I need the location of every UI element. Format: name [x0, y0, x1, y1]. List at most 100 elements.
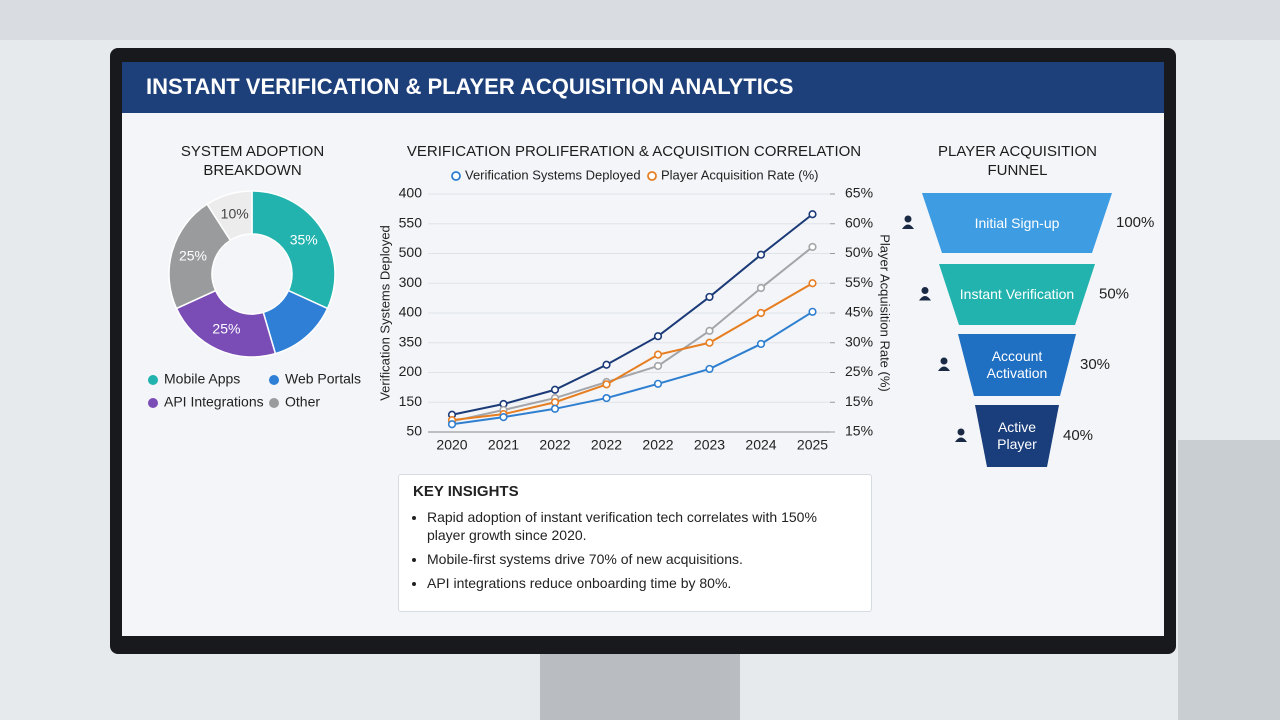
header-bar: [122, 62, 1164, 113]
y-tick-label: 50: [406, 423, 422, 439]
point: [653, 332, 663, 341]
point: [705, 326, 714, 335]
person-icon-body: [919, 296, 931, 301]
point: [550, 404, 560, 413]
donut-title: SYSTEM ADOPTION BREAKDOWN: [180, 143, 325, 179]
point: [808, 242, 817, 252]
y2-tick-label: 25%: [845, 363, 873, 379]
line: [451, 213, 814, 416]
insight-bullet: Mobile-first systems drive 70% of new ac…: [427, 550, 857, 568]
point: [550, 398, 560, 407]
person-icon-head: [921, 287, 929, 294]
y2-tick-label: 45%: [845, 304, 873, 320]
x-tick-label: 2022: [591, 437, 622, 453]
legend-label: Player Acquisition Rate (%): [661, 167, 819, 182]
person-icon-head: [940, 357, 948, 365]
y2-axis-title: Player Acquisition Rate (%): [878, 234, 893, 392]
point: [705, 338, 714, 347]
funnel-label: Instant Verification: [959, 286, 1075, 302]
y-tick-label: 200: [399, 363, 423, 379]
point: [653, 350, 663, 359]
x-tick-label: 2023: [694, 437, 725, 453]
funnel-value: 40%: [1063, 427, 1093, 444]
point: [653, 361, 663, 371]
point: [653, 379, 663, 388]
y-tick-label: 300: [399, 274, 423, 290]
point: [602, 393, 611, 403]
funnel-title: PLAYER ACQUISITION FUNNEL: [938, 143, 1097, 179]
person-icon-body: [938, 366, 950, 371]
x-tick-label: 2025: [797, 437, 828, 453]
y2-tick-label: 55%: [845, 274, 873, 290]
funnel-value: 50%: [1099, 285, 1129, 302]
x-tick-label: 2021: [488, 437, 519, 453]
donut-slice: [175, 289, 277, 358]
x-tick-label: 2022: [642, 437, 673, 453]
legend-label: Web Portals: [285, 371, 361, 387]
slice-label: 35%: [290, 231, 318, 247]
legend-swatch: [269, 398, 279, 408]
line: [451, 310, 814, 426]
point: [756, 250, 766, 259]
person-icon-head: [957, 428, 965, 436]
point: [756, 339, 766, 349]
y-tick-label: 150: [399, 393, 423, 409]
y-tick-label: 400: [399, 185, 423, 201]
y2-tick-label: 60%: [845, 214, 873, 230]
y-axis-title: Verification Systems Deployed: [377, 225, 392, 401]
legend-swatch: [148, 398, 158, 408]
legend-label: Verification Systems Deployed: [465, 167, 641, 182]
line-title: VERIFICATION PROLIFERATION & ACQUISITION…: [406, 143, 862, 160]
slice-label: 25%: [179, 247, 207, 263]
insights-box: KEY INSIGHTS Rapid adoption of instant v…: [398, 474, 872, 612]
point: [602, 380, 611, 389]
insight-bullet: API integrations reduce onboarding time …: [427, 574, 857, 592]
point: [756, 283, 766, 293]
wall-panel: [1178, 440, 1280, 720]
insights-list: Rapid adoption of instant verification t…: [413, 508, 857, 592]
donut-slice: [251, 190, 336, 310]
insights-title: KEY INSIGHTS: [413, 483, 519, 500]
funnel-stage: [975, 405, 1059, 467]
point: [705, 364, 714, 374]
x-tick-label: 2024: [745, 437, 776, 453]
funnel-label: Initial Sign-up: [974, 214, 1060, 231]
slice-label: 25%: [212, 321, 240, 337]
point: [808, 307, 817, 316]
point: [602, 360, 611, 369]
legend-swatch: [451, 171, 461, 181]
funnel-stage: [922, 193, 1112, 253]
funnel-label: Account Activation: [986, 348, 1048, 381]
line: [451, 282, 814, 422]
y2-tick-label: 65%: [845, 185, 873, 201]
person-icon-body: [955, 437, 967, 442]
y2-tick-label: 50%: [845, 244, 873, 260]
legend-label: Other: [285, 394, 320, 410]
slice-label: 10%: [221, 206, 249, 222]
funnel-label: Active Player: [997, 419, 1037, 452]
y2-tick-label: 15%: [845, 393, 873, 409]
point: [808, 279, 817, 288]
line: [451, 246, 814, 423]
funnel-stage: [939, 264, 1095, 325]
donut-slice: [206, 190, 253, 242]
y-tick-label: 550: [399, 214, 423, 230]
point: [705, 292, 714, 302]
legend-swatch: [148, 375, 158, 385]
monitor-stand: [540, 652, 740, 720]
point: [499, 413, 508, 422]
legend-swatch: [647, 171, 657, 181]
header-title: INSTANT VERIFICATION & PLAYER ACQUISITIO…: [146, 74, 793, 99]
legend-label: Mobile Apps: [164, 371, 240, 387]
y-tick-label: 400: [399, 304, 423, 320]
funnel-stage: [958, 334, 1076, 396]
person-icon-head: [904, 215, 912, 223]
y-tick-label: 500: [399, 244, 423, 260]
person-icon-body: [902, 224, 914, 229]
insight-bullet: Rapid adoption of instant verification t…: [427, 508, 857, 544]
donut-slice: [168, 203, 232, 310]
point: [447, 420, 457, 429]
point: [550, 385, 560, 394]
